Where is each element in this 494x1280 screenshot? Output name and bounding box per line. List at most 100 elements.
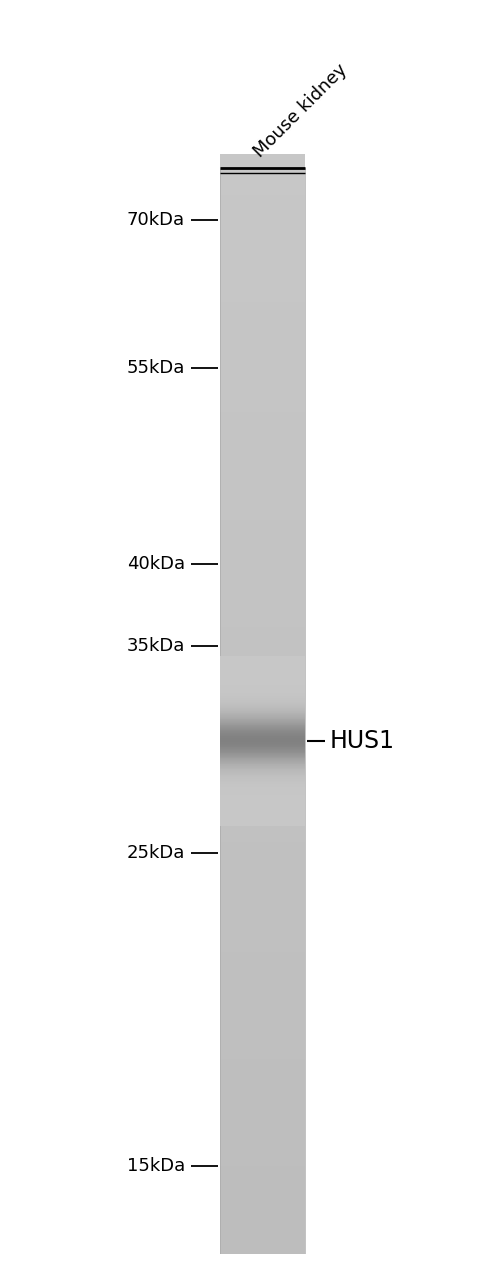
Bar bbox=[220, 283, 305, 285]
Bar bbox=[220, 495, 305, 498]
Bar bbox=[220, 154, 305, 156]
Bar bbox=[220, 316, 305, 319]
Bar bbox=[220, 773, 305, 776]
Bar bbox=[220, 1039, 305, 1042]
Text: 55kDa: 55kDa bbox=[126, 360, 185, 378]
Bar bbox=[220, 1247, 305, 1249]
Bar bbox=[220, 984, 305, 987]
Bar bbox=[220, 1101, 305, 1103]
Bar bbox=[220, 663, 305, 666]
Bar bbox=[220, 527, 305, 531]
Bar bbox=[220, 657, 305, 660]
Bar bbox=[220, 731, 305, 735]
Bar bbox=[220, 156, 305, 159]
Bar bbox=[220, 440, 305, 443]
Bar bbox=[220, 955, 305, 957]
Bar bbox=[220, 673, 305, 676]
Bar bbox=[220, 932, 305, 936]
Bar bbox=[220, 159, 305, 161]
Bar bbox=[220, 1053, 305, 1056]
Bar bbox=[220, 385, 305, 388]
Bar bbox=[220, 1120, 305, 1123]
Bar bbox=[220, 987, 305, 991]
Bar bbox=[220, 291, 305, 294]
Bar bbox=[220, 448, 305, 451]
Bar bbox=[220, 946, 305, 948]
Text: 35kDa: 35kDa bbox=[126, 637, 185, 655]
Bar bbox=[220, 228, 305, 230]
Bar bbox=[220, 396, 305, 398]
Bar bbox=[220, 632, 305, 635]
Bar bbox=[220, 952, 305, 955]
Bar bbox=[220, 812, 305, 814]
Bar bbox=[220, 390, 305, 393]
Bar bbox=[220, 759, 305, 762]
Bar bbox=[220, 256, 305, 259]
Bar bbox=[220, 1065, 305, 1068]
Bar bbox=[220, 682, 305, 685]
Bar bbox=[220, 596, 305, 599]
Bar bbox=[220, 1149, 305, 1152]
Bar bbox=[220, 996, 305, 998]
Bar bbox=[220, 591, 305, 594]
Bar bbox=[220, 288, 305, 291]
Bar bbox=[220, 362, 305, 366]
Bar bbox=[220, 792, 305, 795]
Bar bbox=[220, 1114, 305, 1116]
Bar bbox=[220, 297, 305, 300]
Bar bbox=[220, 369, 305, 371]
Bar bbox=[220, 1169, 305, 1172]
Bar bbox=[220, 795, 305, 797]
Bar bbox=[220, 1027, 305, 1029]
Bar bbox=[220, 852, 305, 855]
Bar bbox=[220, 1108, 305, 1111]
Bar bbox=[220, 165, 305, 168]
Bar bbox=[220, 712, 305, 716]
Bar bbox=[220, 357, 305, 360]
Bar bbox=[220, 204, 305, 206]
Bar bbox=[220, 511, 305, 515]
Bar bbox=[220, 550, 305, 553]
Bar bbox=[220, 699, 305, 701]
Bar bbox=[220, 855, 305, 858]
Bar bbox=[220, 467, 305, 470]
Bar bbox=[220, 445, 305, 448]
Bar bbox=[220, 244, 305, 247]
Bar bbox=[220, 599, 305, 602]
Bar bbox=[220, 762, 305, 764]
Bar bbox=[220, 822, 305, 826]
Bar bbox=[220, 618, 305, 622]
Bar bbox=[220, 1164, 305, 1166]
Bar bbox=[220, 1172, 305, 1175]
Bar bbox=[220, 247, 305, 250]
Bar bbox=[220, 594, 305, 596]
Bar bbox=[220, 900, 305, 902]
Bar bbox=[220, 905, 305, 908]
Bar bbox=[220, 184, 305, 187]
Bar bbox=[220, 754, 305, 756]
Bar bbox=[220, 436, 305, 440]
Bar bbox=[220, 1037, 305, 1039]
Bar bbox=[220, 1068, 305, 1070]
Bar bbox=[220, 991, 305, 993]
Bar bbox=[220, 355, 305, 357]
Bar bbox=[220, 340, 305, 343]
Bar bbox=[220, 1106, 305, 1108]
Bar bbox=[220, 404, 305, 407]
Bar bbox=[220, 685, 305, 687]
Bar bbox=[220, 1211, 305, 1213]
Bar bbox=[220, 1130, 305, 1133]
Bar bbox=[220, 1059, 305, 1062]
Bar bbox=[220, 687, 305, 690]
Bar bbox=[220, 525, 305, 527]
Bar bbox=[220, 1238, 305, 1240]
Bar bbox=[220, 252, 305, 256]
Bar bbox=[220, 1249, 305, 1252]
Bar bbox=[220, 278, 305, 280]
Bar bbox=[220, 652, 305, 654]
Bar bbox=[220, 558, 305, 561]
Bar bbox=[220, 644, 305, 646]
Bar bbox=[220, 492, 305, 495]
Bar bbox=[220, 735, 305, 737]
Bar bbox=[220, 1084, 305, 1087]
